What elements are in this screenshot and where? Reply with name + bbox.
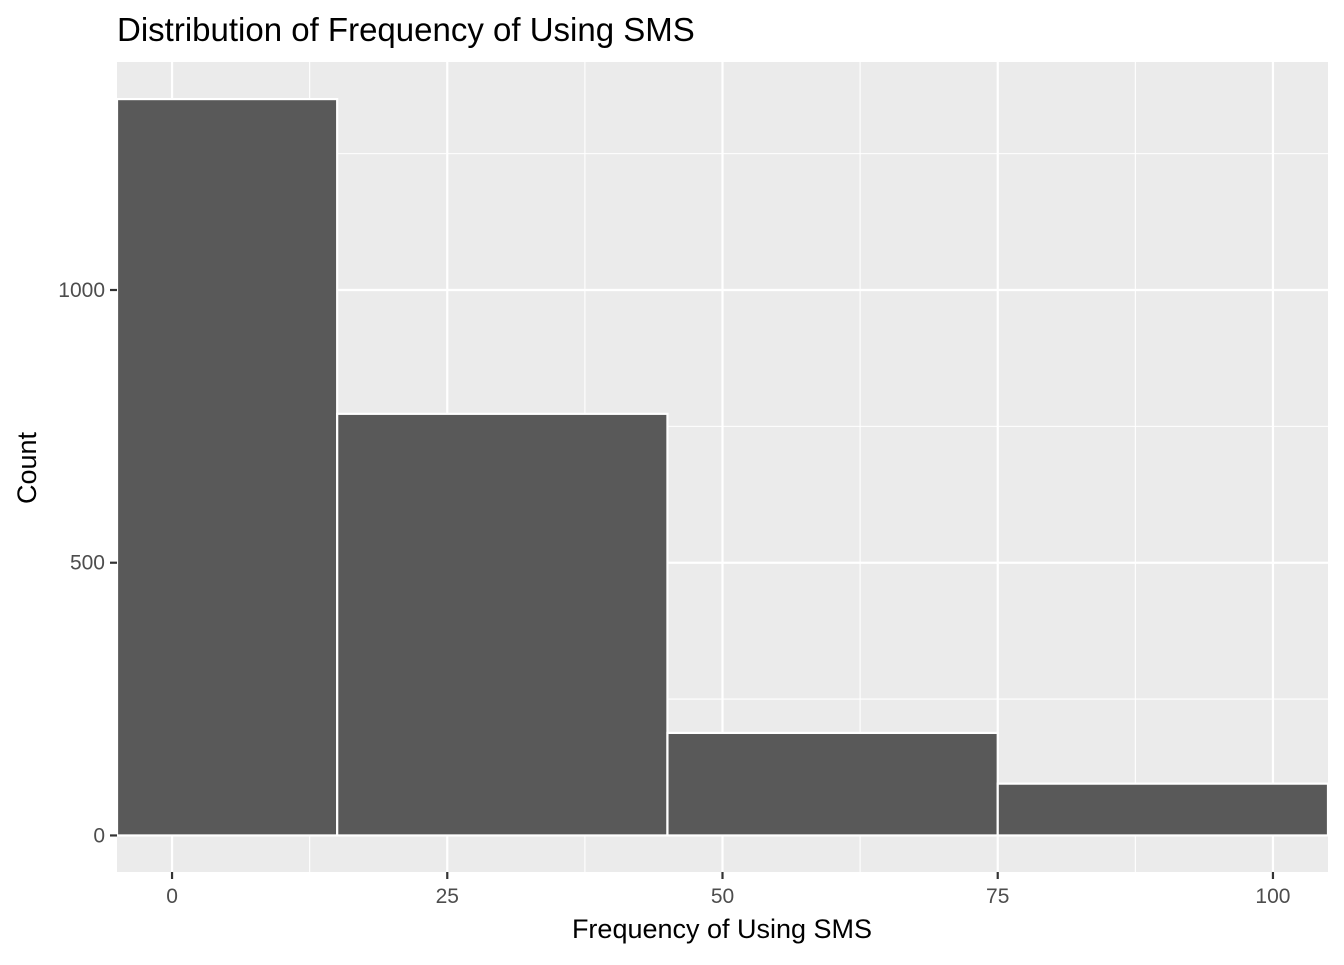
- x-tick-label: 50: [711, 885, 734, 908]
- x-tick-label: 100: [1255, 885, 1290, 908]
- histogram-bar: [115, 97, 339, 837]
- x-axis: 0 25 50 75 100: [166, 872, 1290, 908]
- histogram-bars: [115, 97, 1330, 837]
- x-tick-label: 75: [986, 885, 1009, 908]
- x-tick-label: 0: [166, 885, 178, 908]
- histogram-bar: [996, 782, 1330, 837]
- x-axis-title: Frequency of Using SMS: [572, 914, 872, 944]
- y-axis: 0 500 1000: [58, 279, 117, 847]
- histogram-bar: [336, 412, 669, 837]
- y-tick-label: 0: [93, 824, 105, 847]
- chart-title: Distribution of Frequency of Using SMS: [117, 11, 695, 48]
- histogram-bar: [666, 731, 999, 837]
- x-tick-label: 25: [436, 885, 459, 908]
- y-tick-label: 1000: [58, 279, 105, 302]
- y-axis-title: Count: [12, 431, 42, 504]
- y-tick-label: 500: [70, 552, 105, 575]
